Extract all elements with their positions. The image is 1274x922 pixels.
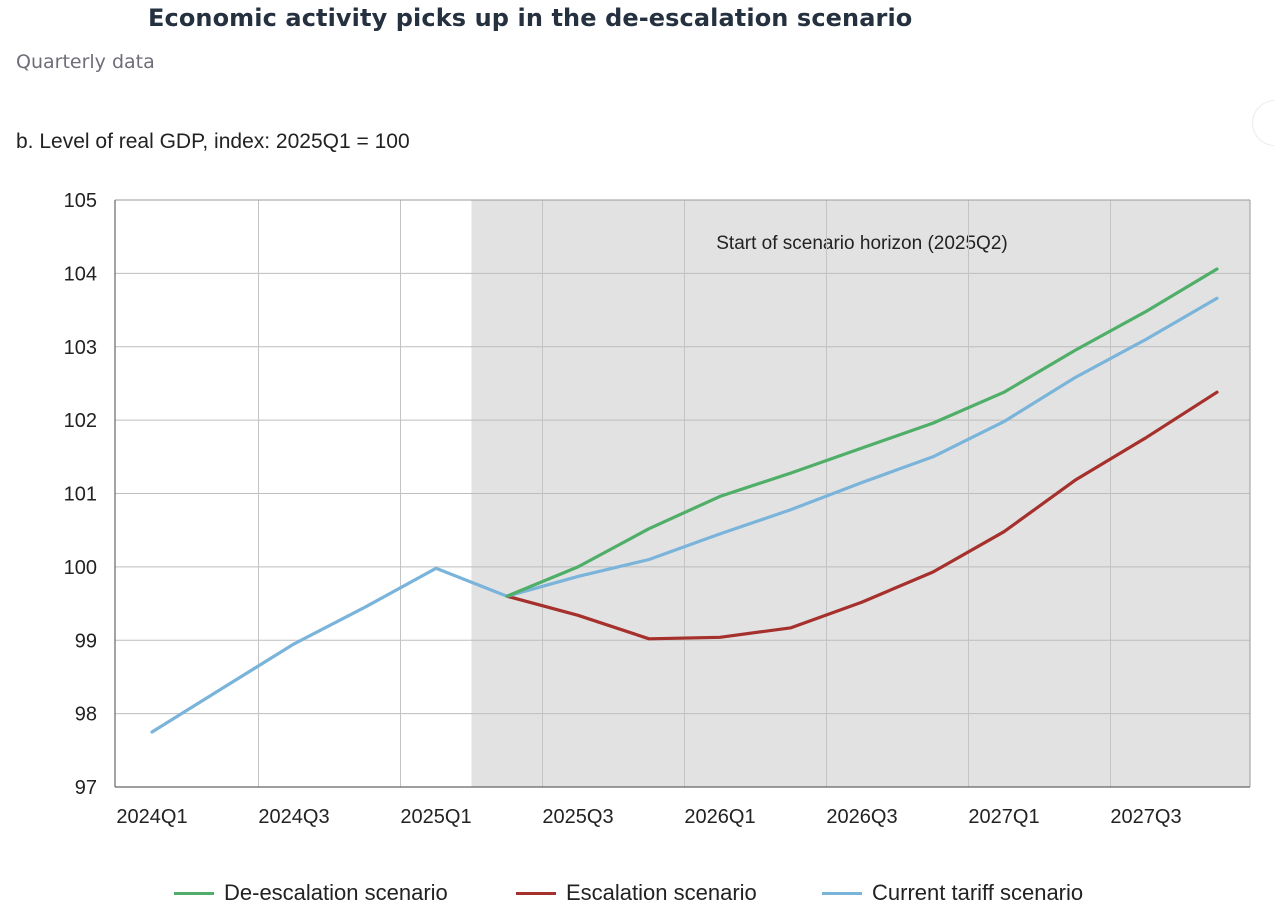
legend-swatch-de-escalation xyxy=(174,892,214,895)
x-tick-label: 2025Q3 xyxy=(542,806,613,828)
x-tick-label: 2026Q3 xyxy=(826,806,897,828)
y-tick-label: 99 xyxy=(75,630,97,652)
chart-subtitle: Quarterly data xyxy=(16,51,155,73)
y-tick-label: 97 xyxy=(75,777,97,799)
series-line-escalation-scenario xyxy=(505,390,1219,641)
legend-swatch-current-tariff xyxy=(822,892,862,895)
axes xyxy=(114,199,1251,788)
line-chart: Start of scenario horizon (2025Q2) 97989… xyxy=(64,190,1251,828)
tick-labels: 97 98 99 100 101 102 103 104 105 2024Q1 2024Q3 2025… xyxy=(64,190,1182,828)
y-tick-label: 101 xyxy=(64,484,97,506)
x-tick-label: 2026Q1 xyxy=(684,806,755,828)
y-tick-label: 102 xyxy=(64,410,97,432)
legend-swatch-escalation xyxy=(516,892,556,895)
series-line-current-tariff-scenario xyxy=(150,296,1219,734)
legend-label-de-escalation: De-escalation scenario xyxy=(224,880,448,905)
x-tick-label: 2027Q1 xyxy=(968,806,1039,828)
panel-title: b. Level of real GDP, index: 2025Q1 = 10… xyxy=(16,130,410,153)
x-tick-label: 2024Q3 xyxy=(258,806,329,828)
series-line-de-escalation-scenario xyxy=(505,267,1219,598)
legend-label-escalation: Escalation scenario xyxy=(566,880,757,905)
x-tick-label: 2024Q1 xyxy=(116,806,187,828)
y-tick-label: 104 xyxy=(64,263,97,285)
shaded-region-label: Start of scenario horizon (2025Q2) xyxy=(716,233,1008,254)
legend: De-escalation scenario Escalation scenar… xyxy=(0,878,1274,908)
y-tick-label: 98 xyxy=(75,704,97,726)
x-tick-label: 2027Q3 xyxy=(1110,806,1181,828)
y-tick-label: 103 xyxy=(64,337,97,359)
chart-title: Economic activity picks up in the de-esc… xyxy=(148,4,913,32)
series-lines xyxy=(150,267,1219,734)
y-tick-label: 105 xyxy=(64,190,97,212)
x-tick-label: 2025Q1 xyxy=(400,806,471,828)
legend-label-current-tariff: Current tariff scenario xyxy=(872,880,1084,905)
y-tick-label: 100 xyxy=(64,557,97,579)
